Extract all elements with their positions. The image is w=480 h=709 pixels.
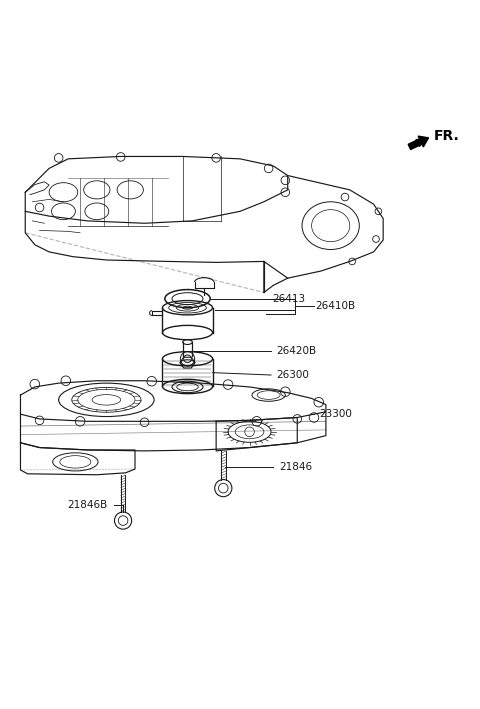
Text: 26300: 26300 [277,370,310,380]
Text: 23300: 23300 [320,409,353,419]
Text: 26420B: 26420B [277,346,317,356]
Text: 26410B: 26410B [315,301,356,311]
Text: 21846: 21846 [279,462,312,471]
FancyArrow shape [408,136,429,150]
Text: FR.: FR. [433,129,459,143]
Text: 21846B: 21846B [67,500,108,510]
Text: 26413: 26413 [273,294,306,303]
